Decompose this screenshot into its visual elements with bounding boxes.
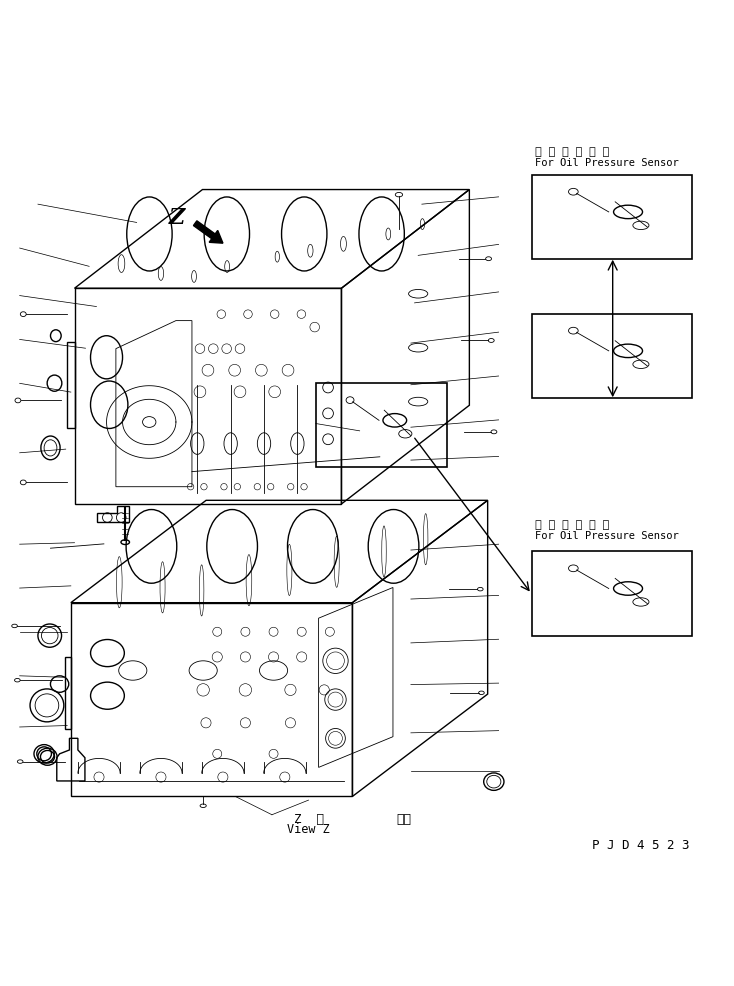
Bar	[531, 551, 692, 636]
Text: 油 圧 セ ン サ 用: 油 圧 セ ン サ 用	[535, 147, 609, 157]
Text: Z  視: Z 視	[294, 812, 324, 825]
Text: Z: Z	[169, 207, 185, 229]
Text: View Z: View Z	[287, 823, 330, 836]
Text: ・・: ・・	[396, 812, 411, 825]
Text: P J D 4 5 2 3: P J D 4 5 2 3	[592, 839, 690, 852]
Bar	[531, 175, 692, 259]
Text: 油 圧 セ ン サ 用: 油 圧 セ ン サ 用	[535, 520, 609, 529]
Text: For Oil Pressure Sensor: For Oil Pressure Sensor	[535, 158, 679, 168]
FancyArrow shape	[194, 221, 223, 244]
Bar	[316, 384, 448, 467]
Bar	[531, 314, 692, 398]
Text: For Oil Pressure Sensor: For Oil Pressure Sensor	[535, 530, 679, 540]
